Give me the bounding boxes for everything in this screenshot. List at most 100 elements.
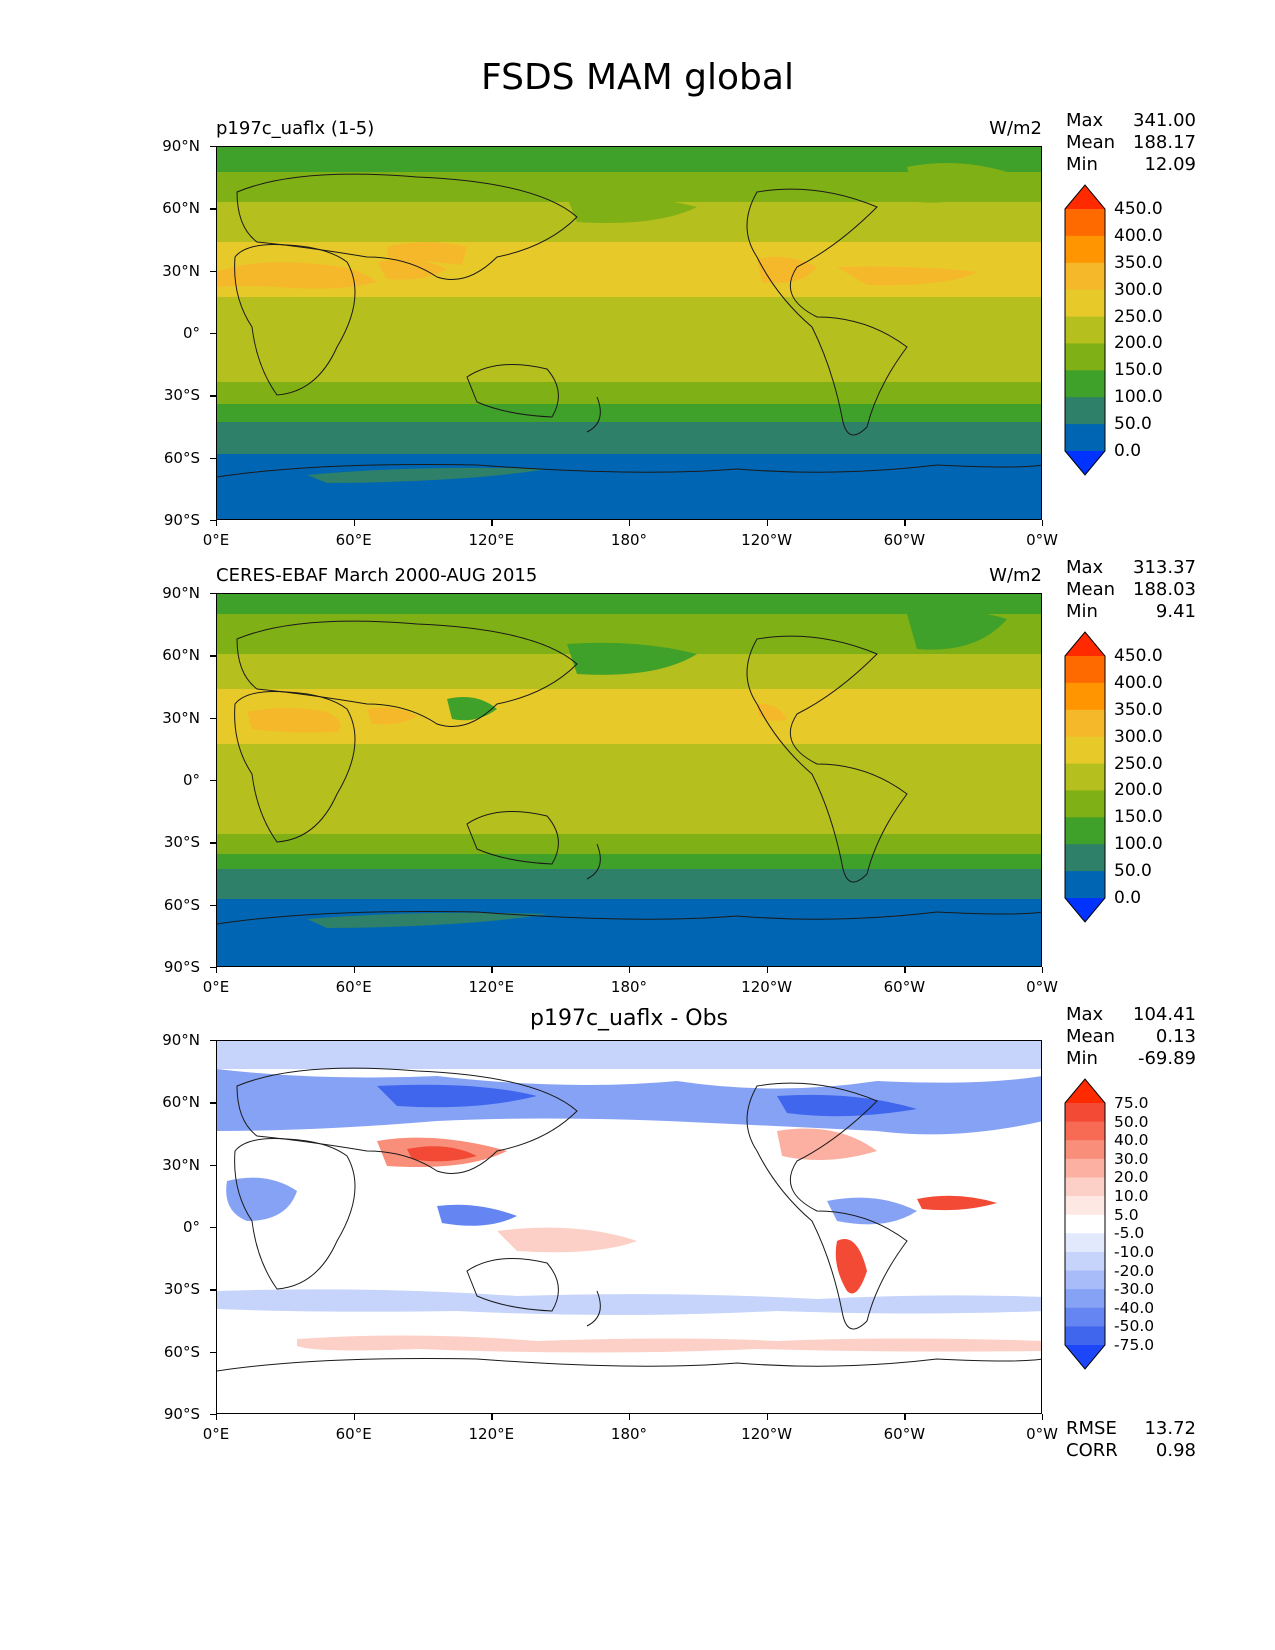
lat-tick-mark — [210, 593, 216, 595]
colorbar-segment — [1065, 763, 1105, 791]
lat-tick-mark — [210, 333, 216, 335]
colorbar-tick-label: 30.0 — [1114, 1149, 1149, 1168]
map-plot — [216, 1040, 1042, 1414]
lon-tick-mark — [353, 967, 355, 973]
lat-tick-mark — [210, 842, 216, 844]
lat-tick-label: 60°S — [163, 895, 200, 914]
colorbar-tick-label: 350.0 — [1114, 699, 1163, 720]
stat-value: 13.72 — [1144, 1418, 1196, 1439]
lat-tick-label: 0° — [182, 771, 200, 789]
band-southern-ocean — [217, 869, 1041, 899]
region-tibet — [387, 242, 467, 265]
colorbar-tick-label: -30.0 — [1114, 1280, 1155, 1299]
band-southern-ocean — [217, 422, 1041, 454]
lon-tick-mark — [629, 1414, 631, 1420]
colorbar-tick-label: 350.0 — [1114, 252, 1163, 273]
stat-value: 0.98 — [1155, 1440, 1196, 1461]
colorbar-segment — [1065, 1233, 1105, 1253]
colorbar-tick-label: 100.0 — [1114, 387, 1163, 408]
lat-tick-mark — [210, 457, 216, 459]
band-antarctic — [217, 454, 1041, 519]
lon-tick-mark — [216, 967, 218, 973]
panel-model: p197c_uaflx (1-5) W/m2 Max 341.00 Mean 188… — [0, 110, 1275, 616]
colorbar-tick-label: 50.0 — [1114, 414, 1152, 435]
region-maritime-blue — [437, 1204, 517, 1226]
region-arabia — [377, 259, 447, 280]
stat-label: Max — [1066, 110, 1104, 131]
colorbar-tick-label: 0.0 — [1114, 888, 1142, 908]
region-arabia — [367, 707, 417, 725]
panel-footer-stats: RMSE 13.72 CORR 0.98 — [1066, 1418, 1196, 1462]
stat-label: Min — [1066, 1048, 1098, 1069]
colorbar-tick-label: 200.0 — [1114, 333, 1163, 354]
lon-tick-label: 60°W — [883, 978, 926, 996]
panel-units: W/m2 — [989, 565, 1042, 586]
stat-label: Max — [1066, 1004, 1104, 1025]
colorbar-tick-label: -20.0 — [1114, 1261, 1155, 1280]
colorbar-tick-label: 40.0 — [1114, 1131, 1149, 1150]
colorbar-segment — [1065, 1251, 1105, 1272]
lat-tick-label: 90°N — [162, 137, 200, 155]
lat-tick-mark — [210, 1040, 216, 1042]
lon-tick-label: 60°W — [883, 531, 926, 549]
colorbar-segment — [1065, 424, 1105, 452]
panel-title: p197c_uaflx (1-5) — [216, 118, 375, 139]
region-greenland — [907, 163, 1007, 203]
region-antarctic-shelf — [307, 467, 547, 483]
band-north-polar — [217, 147, 1041, 172]
lon-tick-label: 0°E — [202, 978, 230, 996]
region-greenland — [907, 610, 1007, 650]
coastlines — [217, 620, 1041, 925]
lat-tick-label: 30°S — [163, 386, 200, 405]
colorbar-segment — [1065, 817, 1105, 845]
lon-tick-label: 0°W — [1026, 1425, 1058, 1443]
lon-tick-mark — [353, 1414, 355, 1420]
lat-tick-mark — [210, 395, 216, 397]
colorbar-outline — [1064, 631, 1106, 923]
lon-tick-label: 60°E — [335, 531, 372, 549]
colorbar-tick-label: -5.0 — [1114, 1224, 1145, 1243]
region-south-blue — [217, 1289, 1041, 1315]
lon-tick-mark — [1042, 1414, 1044, 1420]
lon-tick-label: 120°W — [741, 531, 793, 549]
map-plot — [216, 146, 1042, 520]
colorbar-tick-label: 150.0 — [1114, 360, 1163, 381]
region-north-blue-core — [377, 1084, 537, 1108]
lat-tick-label: 30°S — [163, 1280, 200, 1299]
lon-tick-label: 0°E — [202, 531, 230, 549]
colorbar-tick-label: 450.0 — [1114, 646, 1163, 666]
stat-label: Mean — [1066, 132, 1116, 153]
lat-tick-label: 90°S — [163, 1405, 200, 1423]
lon-tick-label: 60°W — [883, 1425, 926, 1443]
region-amazon-blue — [827, 1197, 917, 1225]
lat-tick-mark — [210, 1227, 216, 1229]
lat-tick-mark — [210, 1289, 216, 1291]
colorbar-segment — [1065, 1158, 1105, 1178]
lon-tick-label: 120°W — [741, 978, 793, 996]
lat-tick-mark — [210, 1102, 216, 1104]
lon-tick-label: 0°W — [1026, 978, 1058, 996]
band-south-tropics — [217, 327, 1041, 382]
lon-tick-mark — [766, 1414, 768, 1420]
colorbar-tick-label: 250.0 — [1114, 753, 1163, 774]
region-siberia — [567, 195, 697, 223]
stat-value: 9.41 — [1155, 601, 1196, 622]
band-south-mid — [217, 834, 1041, 854]
colorbar-extend-max — [1065, 632, 1105, 656]
stat-label: CORR — [1066, 1440, 1118, 1461]
panel-units: W/m2 — [989, 118, 1042, 139]
panel-title: p197c_uaflx - Obs — [529, 1006, 729, 1031]
lat-tick-mark — [210, 655, 216, 657]
panel-stats: Max 313.37 Mean 188.03 Min 9.41 — [1066, 557, 1196, 623]
lat-tick-mark — [210, 967, 216, 969]
lon-tick-label: 60°E — [335, 1425, 372, 1443]
stat-value: 313.37 — [1133, 557, 1196, 578]
colorbar-tick-label: 450.0 — [1114, 199, 1163, 219]
region-tibet-red-core — [407, 1146, 477, 1162]
colorbar-tick-label: 400.0 — [1114, 225, 1163, 246]
colorbar-tick-label: 20.0 — [1114, 1168, 1149, 1187]
colorbar-extend-min — [1065, 451, 1105, 475]
lat-tick-mark — [210, 1414, 216, 1416]
lat-tick-mark — [210, 146, 216, 148]
lon-tick-mark — [904, 520, 906, 526]
